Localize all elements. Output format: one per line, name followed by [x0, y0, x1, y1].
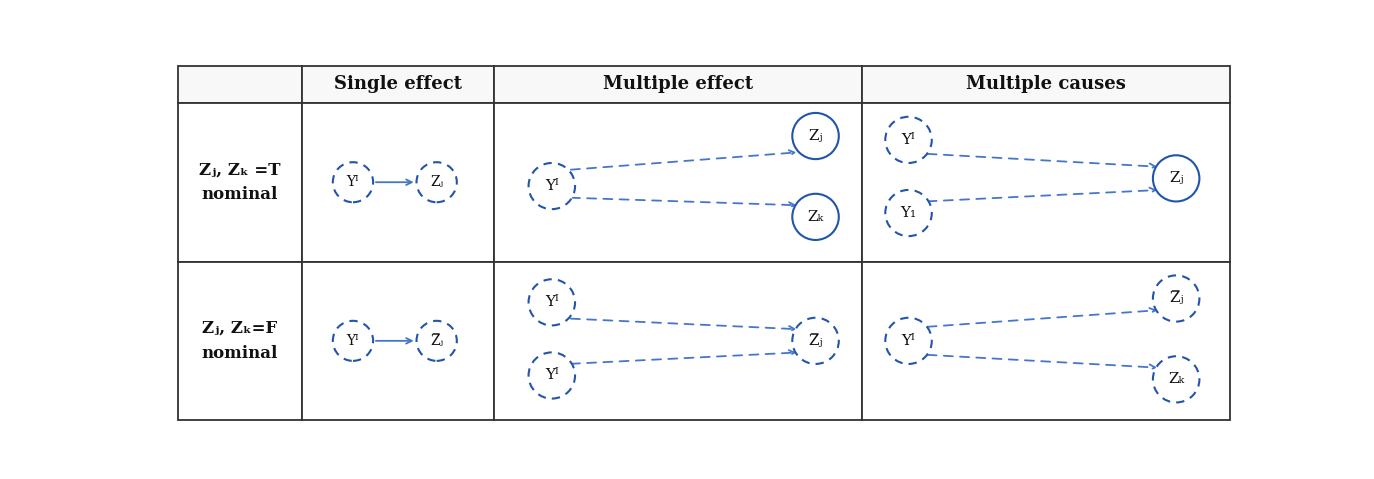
Text: Z̅ⱼ: Z̅ⱼ	[1169, 292, 1183, 306]
Text: Multiple effect: Multiple effect	[603, 75, 753, 93]
Circle shape	[529, 353, 576, 399]
FancyBboxPatch shape	[179, 262, 302, 420]
Circle shape	[416, 162, 456, 202]
Circle shape	[333, 321, 374, 361]
Text: Yᴵ: Yᴵ	[346, 334, 359, 348]
Text: Zₖ: Zₖ	[1168, 372, 1184, 387]
Circle shape	[793, 113, 838, 159]
Text: Yᴵ: Yᴵ	[545, 179, 559, 193]
Text: Yᴵ: Yᴵ	[346, 175, 359, 189]
Circle shape	[885, 117, 932, 163]
Text: Zⱼ, Zₖ =T
nominal: Zⱼ, Zₖ =T nominal	[199, 161, 280, 203]
FancyBboxPatch shape	[493, 66, 861, 103]
Text: Zⱼ: Zⱼ	[1169, 171, 1183, 185]
Text: Yᴵ: Yᴵ	[901, 334, 915, 348]
FancyBboxPatch shape	[861, 66, 1230, 103]
FancyBboxPatch shape	[302, 262, 493, 420]
Text: Multiple causes: Multiple causes	[966, 75, 1127, 93]
Circle shape	[885, 190, 932, 236]
Circle shape	[793, 194, 838, 240]
Circle shape	[529, 279, 576, 325]
Text: Yᴵ: Yᴵ	[545, 368, 559, 383]
Circle shape	[529, 163, 576, 209]
Text: Z̅ⱼ: Z̅ⱼ	[430, 334, 444, 348]
FancyBboxPatch shape	[861, 262, 1230, 420]
FancyBboxPatch shape	[493, 262, 861, 420]
FancyBboxPatch shape	[302, 66, 493, 103]
Circle shape	[793, 318, 838, 364]
Text: Y₁: Y₁	[900, 206, 916, 220]
Circle shape	[1153, 155, 1200, 202]
Circle shape	[416, 321, 456, 361]
FancyBboxPatch shape	[179, 66, 302, 103]
FancyBboxPatch shape	[861, 103, 1230, 262]
Text: Zⱼ: Zⱼ	[808, 129, 823, 143]
Circle shape	[1153, 356, 1200, 402]
Circle shape	[1153, 275, 1200, 321]
FancyBboxPatch shape	[302, 103, 493, 262]
Text: Z̅ⱼ: Z̅ⱼ	[808, 334, 823, 348]
Text: Yᴵ: Yᴵ	[901, 133, 915, 147]
Text: Zⱼ, Zₖ=F
nominal: Zⱼ, Zₖ=F nominal	[202, 320, 278, 362]
Text: Zⱼ: Zⱼ	[430, 175, 444, 189]
Circle shape	[885, 318, 932, 364]
Text: Single effect: Single effect	[334, 75, 462, 93]
Text: Zₖ: Zₖ	[808, 210, 823, 224]
Circle shape	[333, 162, 374, 202]
FancyBboxPatch shape	[179, 103, 302, 262]
Text: Yᴵ: Yᴵ	[545, 296, 559, 309]
FancyBboxPatch shape	[493, 103, 861, 262]
